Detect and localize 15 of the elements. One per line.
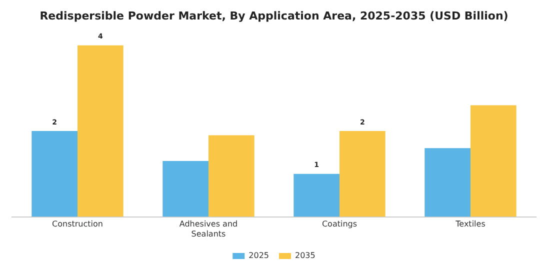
x-tick-label: Coatings bbox=[322, 220, 358, 229]
bar bbox=[32, 131, 78, 217]
chart-title: Redispersible Powder Market, By Application Area, 2025-2035 (USD Billion) bbox=[40, 9, 508, 22]
x-tick-label: Adhesives and Sealants bbox=[179, 220, 238, 238]
bar bbox=[162, 161, 208, 217]
bar bbox=[340, 131, 386, 217]
bar bbox=[78, 45, 124, 217]
x-tick-label: Textiles bbox=[454, 220, 486, 229]
bar bbox=[470, 105, 516, 217]
bar bbox=[294, 174, 340, 217]
legend-label: 2035 bbox=[295, 251, 316, 260]
bar bbox=[208, 135, 254, 217]
legend-label: 2025 bbox=[248, 251, 269, 260]
bar bbox=[424, 148, 470, 217]
x-tick-label: Construction bbox=[52, 220, 103, 229]
